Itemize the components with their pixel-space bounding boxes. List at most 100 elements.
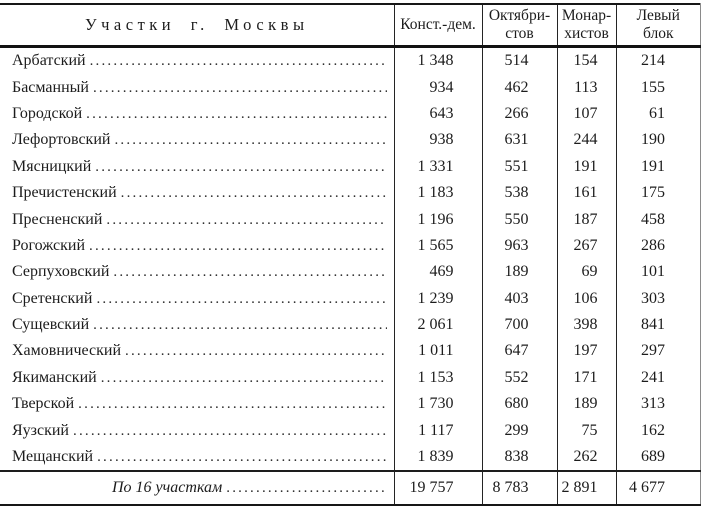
table-row: Арбатский 1 348 514 154 214 [0,46,701,75]
dot-leader [93,316,386,334]
dot-leader [125,342,386,360]
table-row: Пречистенский 1 183 538 161 175 [0,179,701,207]
totals-label-cell: По 16 участкам [0,470,394,506]
dot-leader [78,395,386,413]
table-row: Хамовнический 1 011 647 197 297 [0,338,701,365]
column-header-label: хистов [564,25,609,42]
octobrists-value: 538 [481,179,557,207]
left-bloc-value: 175 [615,179,701,207]
kadets-value: 938 [393,127,482,154]
kadets-value: 1 183 [393,179,482,207]
districts-header-label: Участки г. Москвы [84,15,309,34]
dot-leader [89,237,386,255]
octobrists-value: 700 [481,311,557,339]
district-name: Тверской [12,395,75,413]
district-name: Пресненский [12,210,103,228]
district-cell: Тверской [0,391,394,417]
column-header-label: Левый [636,7,680,24]
election-results-table: Участки г. Москвы Конст.-дем. Октябри- с… [0,3,701,507]
kadets-value: 1 348 [393,46,482,75]
monarchists-value: 75 [556,417,616,444]
column-header-kadets: Конст.-дем. [393,4,482,48]
monarchists-value: 69 [556,259,616,286]
district-cell: Рогожский [0,233,394,259]
dot-leader [106,211,386,229]
district-name: Басманный [12,78,89,96]
monarchists-value: 107 [556,100,616,128]
octobrists-value: 189 [481,259,557,286]
kadets-value: 1 839 [393,443,482,472]
left-bloc-value: 297 [615,338,701,365]
district-name: Якиманский [12,368,97,386]
octobrists-value: 462 [481,74,557,101]
header-row: Участки г. Москвы Конст.-дем. Октябри- с… [0,4,701,48]
octobrists-total: 8 783 [481,470,557,506]
column-header-districts: Участки г. Москвы [0,4,394,48]
district-cell: Яузский [0,417,394,443]
left-bloc-total: 4 677 [615,470,701,506]
kadets-value: 469 [393,259,482,286]
monarchists-value: 106 [556,285,616,312]
kadets-value: 2 061 [393,311,482,339]
district-name: Городской [12,104,83,122]
dot-leader [113,263,386,281]
column-header-left-bloc: Левый блок [615,4,701,48]
monarchists-value: 113 [556,74,616,101]
dot-leader [121,184,387,202]
district-cell: Якиманский [0,365,394,391]
left-bloc-value: 191 [615,153,701,180]
left-bloc-value: 841 [615,311,701,339]
octobrists-value: 647 [481,338,557,365]
column-header-label: Конст.-дем. [400,16,476,33]
left-bloc-value: 61 [615,100,701,128]
district-name: Лефортовский [12,131,111,149]
district-cell: Арбатский [0,47,394,75]
district-cell: Лефортовский [0,127,394,153]
kadets-value: 1 196 [393,206,482,233]
district-name: Хамовнический [12,342,122,360]
octobrists-value: 838 [481,443,557,472]
totals-label: По 16 участкам [112,479,223,497]
dot-leader [114,131,386,149]
octobrists-value: 403 [481,285,557,312]
left-bloc-value: 458 [615,206,701,233]
district-name: Мясницкий [12,157,92,175]
monarchists-value: 189 [556,391,616,418]
district-name: Сретенский [12,289,93,307]
left-bloc-value: 689 [615,443,701,472]
table-row: Сретенский 1 239 403 106 303 [0,285,701,312]
left-bloc-value: 190 [615,127,701,154]
column-header-label: Октябри- [488,7,551,24]
district-cell: Мещанский [0,444,394,471]
octobrists-value: 551 [481,153,557,180]
monarchists-value: 244 [556,127,616,154]
dot-leader [97,448,386,466]
district-cell: Мясницкий [0,154,394,180]
table-row: Рогожский 1 565 963 267 286 [0,232,701,260]
district-cell: Пречистенский [0,180,394,206]
left-bloc-value: 162 [615,417,701,444]
left-bloc-value: 286 [615,232,701,260]
dot-leader [96,290,386,308]
octobrists-value: 963 [481,232,557,260]
left-bloc-value: 313 [615,391,701,418]
monarchists-value: 262 [556,443,616,472]
kadets-value: 643 [393,100,482,128]
dot-leader [93,79,387,97]
dot-leader [86,105,386,123]
table-row: Сущевский 2 061 700 398 841 [0,311,701,339]
kadets-value: 1 239 [393,285,482,312]
left-bloc-value: 214 [615,46,701,75]
monarchists-total: 2 891 [556,470,616,506]
district-cell: Городской [0,101,394,127]
octobrists-value: 550 [481,206,557,233]
kadets-value: 1 565 [393,232,482,260]
dot-leader [101,369,387,387]
column-header-monarchists: Монар- хистов [556,4,616,48]
kadets-total: 19 757 [393,470,482,506]
kadets-value: 1 117 [393,417,482,444]
octobrists-value: 299 [481,417,557,444]
left-bloc-value: 241 [615,364,701,392]
monarchists-value: 267 [556,232,616,260]
